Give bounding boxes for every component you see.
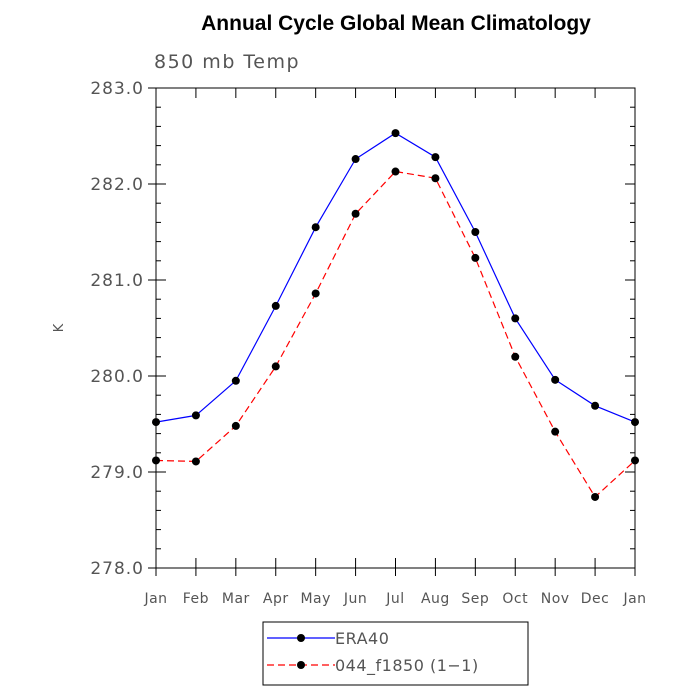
legend-items: ERA40 044_f1850 (1−1) — [267, 629, 479, 676]
axis-ticks — [148, 87, 636, 576]
chart-subtitle: 850 mb Temp — [154, 51, 300, 73]
legend-label: ERA40 — [335, 629, 389, 648]
y-tick-labels: 278.0 279.0 280.0 281.0 282.0 283.0 — [90, 79, 144, 579]
data-point — [152, 456, 160, 465]
legend: ERA40 044_f1850 (1−1) — [262, 621, 529, 686]
data-point — [311, 223, 320, 232]
data-point — [551, 375, 560, 384]
x-tick-label: Mar — [222, 591, 250, 607]
data-point — [511, 352, 520, 361]
y-tick-label: 281.0 — [90, 271, 144, 291]
data-point — [152, 418, 160, 427]
y-tick-label: 282.0 — [90, 175, 144, 195]
x-tick-label: Jun — [343, 591, 367, 607]
x-tick-labels: Jan Feb Mar Apr May Jun Jul Aug Sep Oct Nov Dec Jan — [143, 591, 646, 607]
data-point — [311, 289, 320, 298]
plot-area-frame — [155, 87, 636, 569]
data-point — [591, 492, 600, 501]
y-axis-label: K — [52, 323, 67, 332]
x-tick-label: Nov — [541, 591, 570, 607]
x-tick-label: Feb — [183, 591, 209, 607]
series-line — [155, 170, 636, 498]
legend-entry: ERA40 — [267, 629, 389, 648]
legend-entry: 044_f1850 (1−1) — [267, 656, 479, 676]
x-tick-label: Jul — [385, 591, 404, 607]
data-point — [351, 209, 360, 218]
data-point — [431, 153, 440, 162]
series-layer — [152, 129, 639, 501]
y-tick-label: 283.0 — [90, 79, 144, 99]
x-tick-label: Jan — [143, 591, 167, 607]
x-tick-label: Apr — [263, 591, 289, 607]
series-2 — [152, 167, 639, 501]
data-point — [231, 421, 240, 430]
x-tick-label: May — [300, 591, 330, 607]
legend-label: 044_f1850 (1−1) — [335, 656, 479, 676]
x-tick-label: Sep — [461, 591, 489, 607]
data-point — [391, 167, 400, 176]
series-1 — [152, 129, 639, 427]
data-point — [231, 376, 240, 385]
data-point — [631, 456, 639, 465]
x-tick-label: Oct — [502, 591, 528, 607]
data-point — [591, 401, 600, 410]
legend-box — [262, 621, 529, 686]
data-point — [191, 457, 200, 466]
series-line — [155, 132, 636, 423]
data-point — [191, 411, 200, 420]
x-tick-label: Aug — [421, 591, 450, 607]
data-point — [471, 253, 480, 262]
data-point — [511, 314, 520, 323]
data-point — [271, 362, 280, 371]
legend-marker — [297, 634, 305, 642]
x-tick-label: Jan — [622, 591, 646, 607]
y-tick-label: 278.0 — [90, 559, 144, 579]
data-point — [431, 174, 440, 183]
data-point — [391, 129, 400, 138]
data-point — [351, 155, 360, 164]
y-tick-label: 280.0 — [90, 367, 144, 387]
data-point — [471, 228, 480, 236]
legend-marker — [297, 661, 305, 669]
data-point — [551, 427, 560, 436]
chart-title: Annual Cycle Global Mean Climatology — [201, 12, 591, 35]
data-point — [631, 418, 639, 427]
x-tick-label: Dec — [581, 591, 610, 607]
data-point — [271, 301, 280, 310]
y-tick-label: 279.0 — [90, 463, 144, 483]
